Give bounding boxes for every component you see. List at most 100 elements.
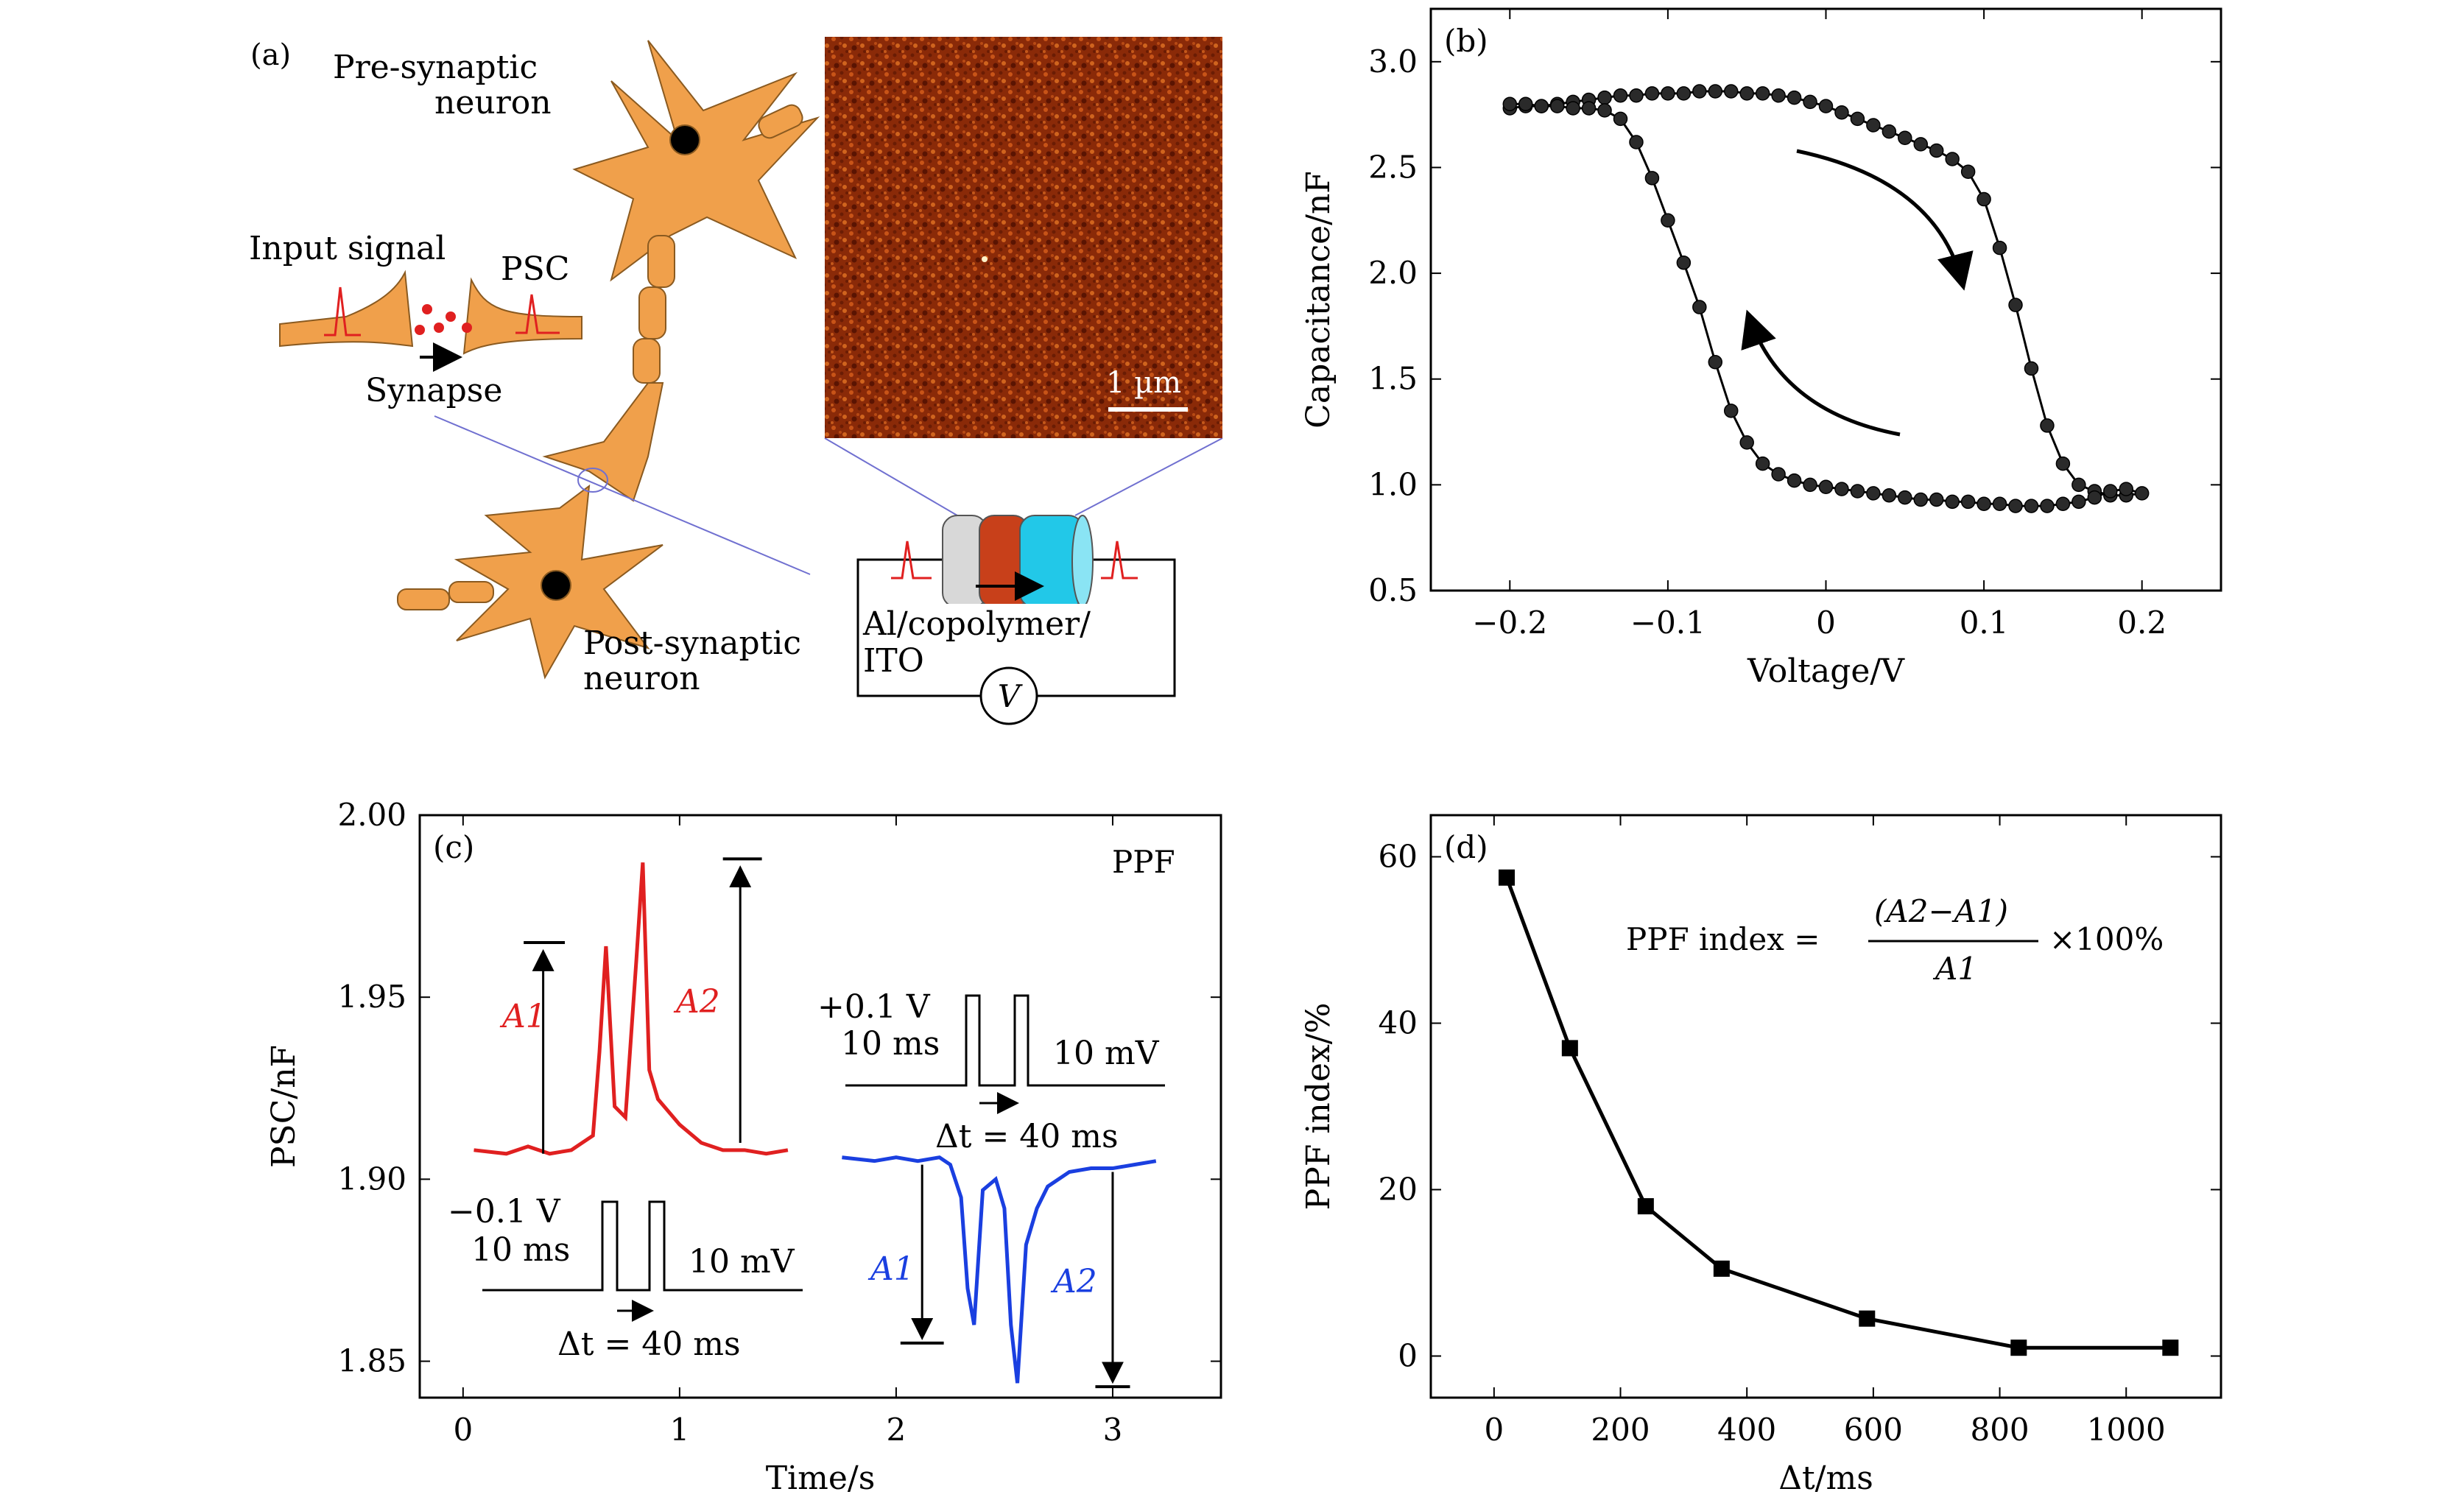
x-tick-label: −0.1: [1630, 605, 1706, 641]
cv-data-point: [1977, 496, 1991, 511]
x-tick-label: 0: [453, 1412, 473, 1448]
a2-label-blue: A2: [1050, 1263, 1097, 1300]
pulse-width-right: 10 ms: [841, 1025, 940, 1063]
cv-data-point: [2024, 361, 2039, 376]
cv-data-point: [1882, 487, 1897, 503]
cv-data-point: [1992, 240, 2007, 256]
scale-bar-label: 1 µm: [1106, 366, 1181, 400]
a1-label-blue: A1: [867, 1250, 915, 1288]
cv-data-point: [1771, 88, 1786, 103]
cv-data-point: [1644, 86, 1660, 101]
y-tick-label: 0: [1398, 1338, 1418, 1374]
y-tick-label: 20: [1379, 1172, 1418, 1208]
y-tick-label: 1.85: [337, 1343, 406, 1379]
y-tick-label: 2.0: [1368, 255, 1418, 291]
panel-a-schematic: (a) Pre-synaptic neuron Post-synaptic ne…: [249, 37, 1223, 725]
cv-data-point: [1549, 99, 1565, 113]
cv-data-point: [1566, 101, 1580, 116]
cv-data-point: [1518, 96, 1533, 112]
cv-data-point: [1803, 477, 1817, 493]
cv-data-point: [1913, 492, 1929, 507]
synapse-marker: [577, 468, 608, 493]
x-axis-label: Voltage/V: [1747, 652, 1905, 690]
x-tick-label: 0: [1484, 1412, 1504, 1448]
scale-bar: [1108, 407, 1188, 412]
cv-data-point: [1613, 88, 1628, 103]
synapse-label: Synapse: [365, 372, 502, 409]
x-tick-label: 800: [1970, 1412, 2029, 1448]
cv-data-point: [2040, 418, 2055, 433]
cv-data-point: [1992, 496, 2007, 511]
cv-data-point: [2040, 499, 2055, 513]
cv-data-point: [1882, 124, 1897, 139]
cv-data-point: [1597, 90, 1612, 105]
cv-data-point: [1818, 99, 1834, 113]
cv-data-point: [2071, 494, 2086, 510]
voltmeter-label: V: [998, 678, 1023, 714]
ppf-data-point: [2010, 1339, 2027, 1356]
input-signal-label: Input signal: [249, 230, 446, 267]
cv-data-point: [1834, 105, 1849, 120]
x-tick-label: 400: [1717, 1412, 1776, 1448]
ppf-data-point: [1637, 1198, 1654, 1215]
ppf-title: PPF: [1112, 844, 1175, 880]
x-tick-label: 3: [1103, 1412, 1123, 1448]
cv-data-point: [1929, 492, 1944, 507]
psc-trace-red: [474, 862, 789, 1156]
cv-data-point: [2087, 490, 2102, 505]
afm-image: [825, 37, 1222, 438]
ppf-data-point: [1713, 1260, 1730, 1277]
y-tick-label: 60: [1379, 839, 1418, 875]
cv-data-point: [1597, 103, 1612, 118]
psc-label: PSC: [501, 250, 569, 288]
cv-data-point: [1581, 101, 1597, 116]
sweep-arrow-up: [1741, 309, 1901, 437]
post-neuron-label-2: neuron: [583, 660, 700, 697]
cv-data-point: [1977, 191, 1991, 207]
cv-data-point: [1755, 86, 1770, 101]
panel-a-label: (a): [250, 38, 291, 72]
x-tick-label: 200: [1591, 1412, 1650, 1448]
cv-data-point: [1960, 494, 1976, 510]
a1-label-red: A1: [499, 998, 546, 1035]
x-tick-label: 1000: [2087, 1412, 2166, 1448]
panel-label: (c): [433, 829, 474, 865]
panel-c-psc-chart: 0 1 2 3 1.85 1.90 1.95 2.00 Time/s PSC/nF (c) PPF A1…: [265, 797, 1222, 1497]
pulse-amp-right: +0.1 V: [817, 988, 931, 1026]
synapse-inset: Input signal PSC Synapse: [249, 230, 582, 409]
panel-label: (b): [1444, 23, 1488, 59]
cv-data-point: [1960, 164, 1976, 179]
x-tick-label: 0.2: [2117, 605, 2166, 641]
y-tick-label: 3.0: [1368, 43, 1418, 80]
y-tick-label: 1.95: [337, 979, 406, 1015]
device-label-2: ITO: [863, 642, 924, 680]
panel-d-ppf-chart: 0 200 400 600 800 1000 0 20 40 60 Δt/ms PPF index/%…: [1300, 814, 2222, 1497]
y-axis-label: Capacitance/nF: [1300, 171, 1337, 429]
x-tick-label: 0: [1816, 605, 1836, 641]
y-tick-label: 2.5: [1368, 149, 1418, 185]
psc-trace-blue: [842, 1155, 1157, 1384]
cv-data-point: [1803, 94, 1817, 110]
post-neuron-label-1: Post-synaptic: [583, 624, 801, 662]
cv-data-point: [1834, 482, 1849, 496]
x-tick-label: 1: [669, 1412, 689, 1448]
cv-data-point: [1629, 135, 1644, 149]
pre-synaptic-neuron: [542, 40, 820, 502]
y-tick-label: 0.5: [1368, 572, 1418, 608]
pulse-train-left: [482, 1200, 803, 1292]
x-axis-label: Δt/ms: [1778, 1459, 1873, 1497]
cv-data-point: [1771, 467, 1786, 482]
pulse-width-left: 10 ms: [471, 1231, 570, 1269]
pulse-mv-right: 10 mV: [1053, 1035, 1160, 1072]
pulse-amp-left: −0.1 V: [448, 1193, 561, 1230]
cv-data-point: [1502, 96, 1518, 112]
cv-data-point: [1723, 84, 1739, 99]
post-synaptic-neuron: [397, 484, 663, 680]
cv-data-point: [2055, 456, 2071, 471]
cv-data-point: [2008, 297, 2023, 312]
x-axis-label: Time/s: [766, 1459, 876, 1497]
connector-line-1: [434, 415, 811, 575]
cv-data-point: [2071, 477, 2086, 493]
cv-data-point: [1929, 143, 1944, 158]
formula-rhs: ×100%: [2049, 921, 2164, 957]
